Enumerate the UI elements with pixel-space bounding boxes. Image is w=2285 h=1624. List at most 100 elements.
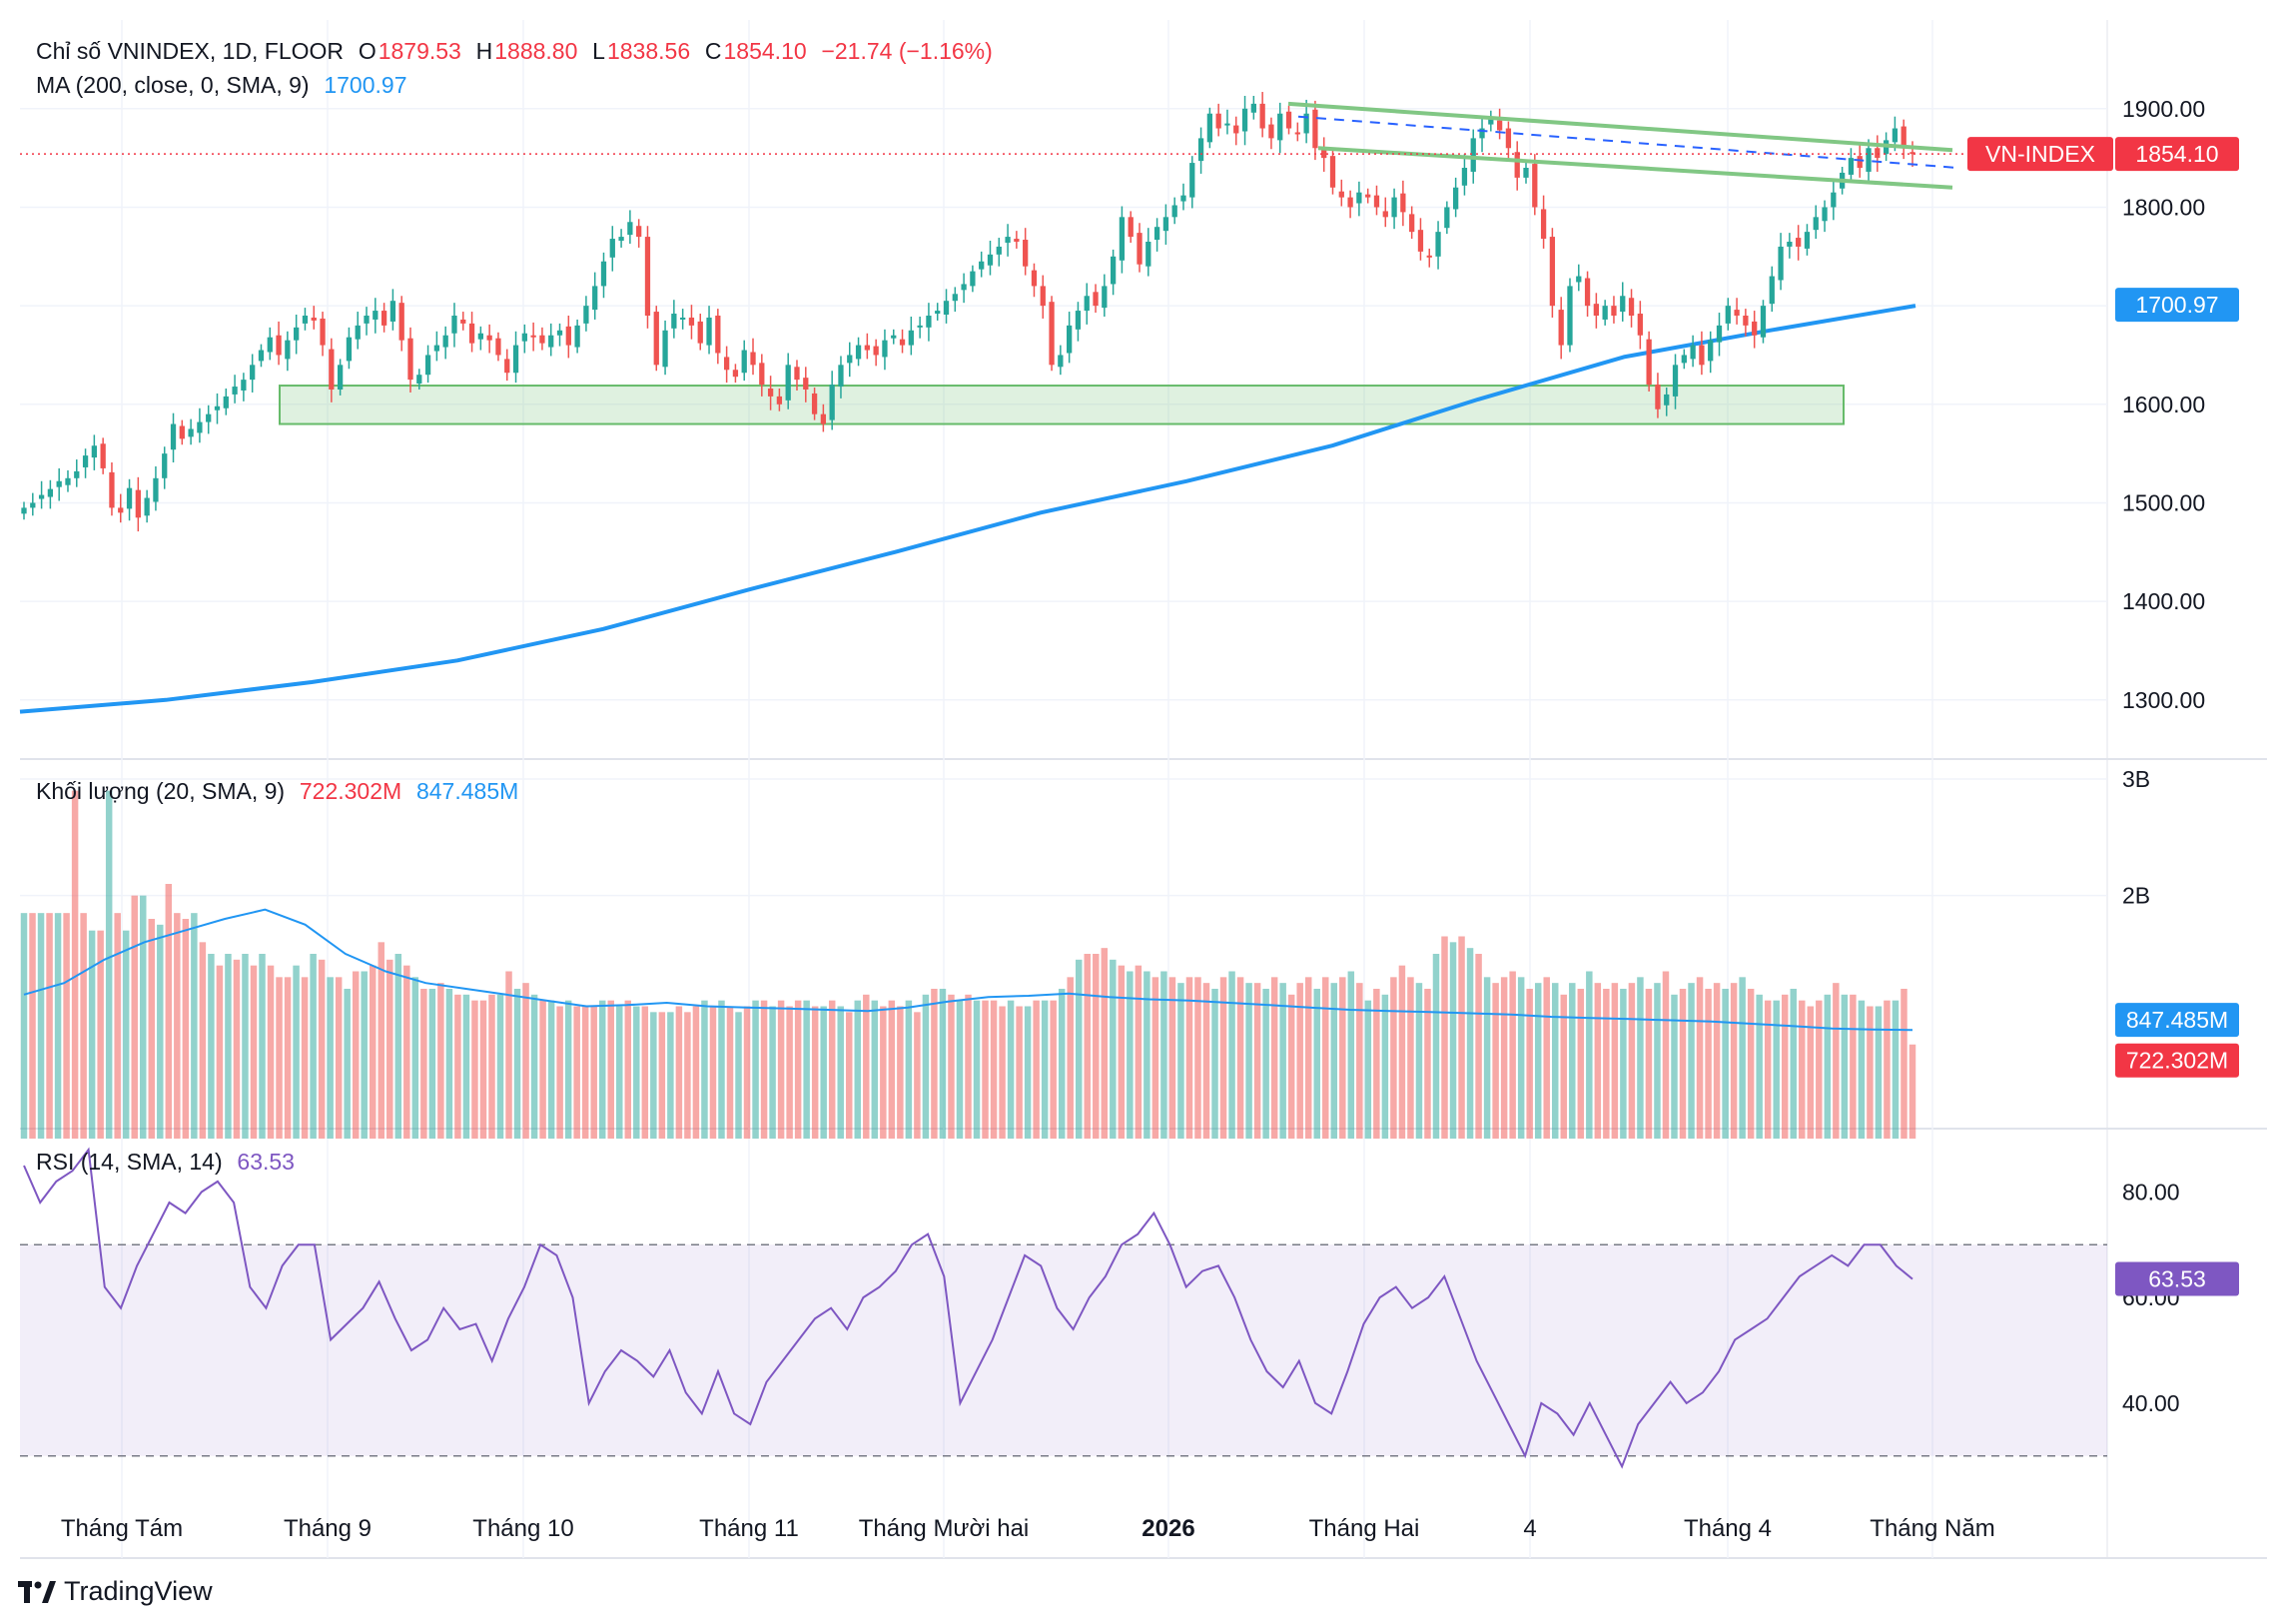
volume-ma-line xyxy=(23,908,1913,1032)
candle-body xyxy=(1067,325,1073,354)
candle-body xyxy=(926,316,932,328)
volume-bar xyxy=(1356,983,1363,1139)
candle-body xyxy=(1593,304,1600,316)
time-tick-label: Tháng 9 xyxy=(284,1515,372,1542)
price-badges: VN-INDEX 1854.10 1700.97 847.485M 722.302M 63… xyxy=(1967,137,2239,1296)
volume-bar xyxy=(1270,977,1278,1139)
candle-body xyxy=(118,507,124,513)
volume-bar xyxy=(216,965,224,1139)
volume-bar xyxy=(29,913,36,1139)
candle-body xyxy=(1901,126,1906,149)
candle-body xyxy=(1162,217,1169,232)
volume-bar xyxy=(931,989,938,1139)
rsi-tick-label: 40.00 xyxy=(2122,1390,2180,1416)
tradingview-logo[interactable]: TradingView xyxy=(18,1576,213,1607)
price-tick-label: 1300.00 xyxy=(2122,687,2205,713)
volume-bar xyxy=(276,977,283,1139)
volume-bar xyxy=(1381,994,1389,1139)
volume-bar xyxy=(1756,994,1763,1139)
rsi-value: 63.53 xyxy=(237,1149,295,1175)
legend-ma: MA (200, close, 0, SMA, 9) 1700.97 xyxy=(36,72,408,99)
volume-bar xyxy=(1577,989,1585,1139)
candle-body xyxy=(1040,286,1046,307)
volume-bar xyxy=(743,1006,751,1139)
candle-body xyxy=(970,271,976,287)
candle-body xyxy=(197,421,203,433)
candle-body xyxy=(671,314,677,329)
volume-bar xyxy=(1569,983,1576,1139)
volume-bar xyxy=(1603,989,1610,1139)
candle-body xyxy=(1153,227,1160,241)
volume-bar xyxy=(624,1000,632,1139)
volume-bar xyxy=(1313,989,1320,1139)
volume-bar xyxy=(837,1006,844,1139)
candle-body xyxy=(1005,237,1011,243)
volume-bar xyxy=(361,971,368,1139)
time-tick-label: Tháng Năm xyxy=(1870,1515,1994,1542)
candle-body xyxy=(539,335,545,344)
volume-bar xyxy=(46,913,53,1139)
volume-bar xyxy=(71,790,79,1139)
volume-bar xyxy=(318,959,326,1139)
volume-bar xyxy=(641,1006,649,1139)
volume-bar xyxy=(80,913,87,1139)
candle-body xyxy=(1365,194,1371,198)
volume-bar xyxy=(250,965,258,1139)
candle-body xyxy=(442,335,448,348)
volume-bar xyxy=(965,994,972,1139)
volume-bar xyxy=(828,1000,836,1139)
volume-bar xyxy=(1441,936,1448,1139)
candle-body xyxy=(574,325,580,348)
candle-body xyxy=(135,489,141,518)
candle-body xyxy=(1128,217,1134,238)
candle-body xyxy=(1233,125,1239,134)
volume-bar xyxy=(1185,977,1193,1139)
candle-body xyxy=(1400,193,1406,213)
candle-body xyxy=(1189,163,1195,198)
volume-bar xyxy=(539,1000,546,1139)
candle-body xyxy=(1084,296,1090,312)
volume-bar xyxy=(165,884,173,1139)
volume-tick-label: 2B xyxy=(2122,883,2150,909)
candle-body xyxy=(1866,148,1872,172)
candle-body xyxy=(697,321,703,344)
volume-bar xyxy=(370,965,377,1139)
rsi-path xyxy=(23,1147,1913,1469)
volume-bar xyxy=(1127,971,1134,1139)
candle-body xyxy=(433,345,440,352)
candle-body xyxy=(530,335,536,338)
candle-body xyxy=(899,339,906,346)
volume-bar xyxy=(182,919,190,1139)
candle-body xyxy=(618,237,624,242)
volume-bar xyxy=(692,1006,700,1139)
candle-body xyxy=(864,345,870,351)
candle-body xyxy=(276,335,282,356)
candle-body xyxy=(1093,292,1099,307)
candle-body xyxy=(1145,242,1151,267)
ma-value: 1700.97 xyxy=(324,72,407,98)
volume-badge: 722.302M xyxy=(2126,1048,2228,1074)
ma-label: MA (200, close, 0, SMA, 9) xyxy=(36,72,310,98)
volume-bar xyxy=(1194,977,1201,1139)
volume-bar xyxy=(1713,983,1721,1139)
candle-body xyxy=(785,365,791,401)
candle-body xyxy=(38,494,45,499)
candle-body xyxy=(882,340,888,358)
volume-bar xyxy=(1799,1000,1806,1139)
candle-body xyxy=(1549,237,1556,307)
candle-body xyxy=(179,425,185,439)
candle-body xyxy=(820,413,827,424)
volume-bar xyxy=(675,1006,683,1139)
volume-bar xyxy=(445,989,453,1139)
volume-bar xyxy=(411,977,419,1139)
volume-bar xyxy=(259,954,266,1139)
volume-bar xyxy=(1662,971,1670,1139)
candle-body xyxy=(206,413,212,422)
candle-body xyxy=(1373,195,1380,208)
volume-bar xyxy=(1594,983,1602,1139)
volume-bar xyxy=(556,1006,563,1139)
candle-body xyxy=(1075,311,1082,330)
candle-body xyxy=(250,365,256,381)
volume-bar xyxy=(939,989,947,1139)
